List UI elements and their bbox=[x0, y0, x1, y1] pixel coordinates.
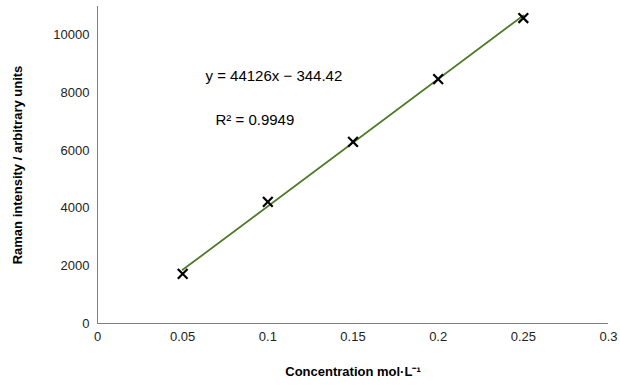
svg-text:0.05: 0.05 bbox=[170, 329, 195, 344]
svg-text:0.2: 0.2 bbox=[429, 329, 447, 344]
svg-text:8000: 8000 bbox=[61, 85, 90, 100]
svg-text:Raman intensity / arbitrary un: Raman intensity / arbitrary units bbox=[10, 66, 25, 265]
svg-text:0: 0 bbox=[94, 329, 101, 344]
svg-text:0: 0 bbox=[82, 316, 89, 331]
svg-text:2000: 2000 bbox=[61, 258, 90, 273]
svg-text:R² = 0.9949: R² = 0.9949 bbox=[216, 111, 295, 128]
svg-text:0.3: 0.3 bbox=[599, 329, 617, 344]
svg-text:0.1: 0.1 bbox=[259, 329, 277, 344]
svg-text:6000: 6000 bbox=[61, 143, 90, 158]
svg-text:4000: 4000 bbox=[61, 200, 90, 215]
svg-text:0.15: 0.15 bbox=[340, 329, 365, 344]
svg-text:Concentration mol·L⁻¹: Concentration mol·L⁻¹ bbox=[285, 364, 420, 379]
svg-text:y = 44126x − 344.42: y = 44126x − 344.42 bbox=[206, 67, 343, 84]
svg-text:10000: 10000 bbox=[53, 27, 89, 42]
svg-text:0.25: 0.25 bbox=[511, 329, 536, 344]
